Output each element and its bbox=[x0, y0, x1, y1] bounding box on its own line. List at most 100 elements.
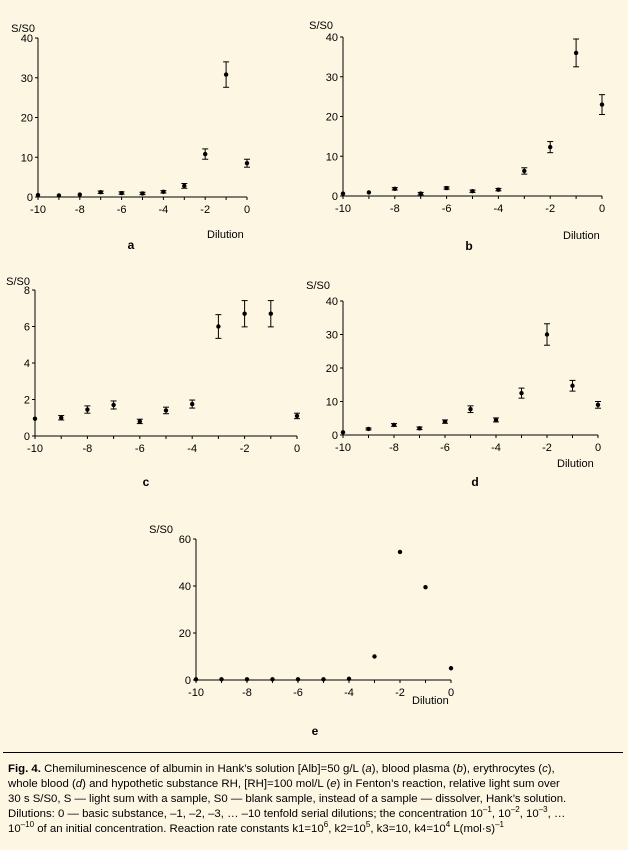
caption-line: 10–10 of an initial concentration. React… bbox=[8, 820, 620, 837]
chart-panel-a: 0 10 20 30 40 -10 -8 -6 -4 -2 0 S/S0 Dilution a bbox=[0, 10, 300, 252]
caption-segment: ), blood plasma ( bbox=[371, 763, 457, 775]
data-point bbox=[366, 426, 371, 432]
data-point bbox=[294, 413, 300, 419]
panel-letter: a bbox=[128, 238, 135, 252]
caption-segment: ) and hypothetic substance RH, [RH]=100 … bbox=[82, 778, 331, 790]
y-axis-title: S/S0 bbox=[6, 276, 30, 288]
panel-letter: d bbox=[471, 475, 478, 489]
data-point bbox=[340, 430, 346, 435]
y-axis-title: S/S0 bbox=[309, 20, 333, 32]
caption-segment: c bbox=[542, 763, 548, 775]
y-tick-label: 40 bbox=[21, 33, 33, 45]
x-tick-label: -8 bbox=[83, 443, 93, 455]
x-tick-label: -4 bbox=[494, 203, 504, 215]
chart-panel-e: 0 20 40 60 -10 -8 -6 -4 -2 0 S/S0 Dilution e bbox=[149, 520, 472, 742]
x-tick-label: -10 bbox=[27, 443, 43, 455]
data-point bbox=[599, 102, 605, 107]
chart-panel-b: 0 10 20 30 40 -10 -8 -6 -4 -2 0 S/S0 Dilution b bbox=[305, 10, 625, 253]
x-tick-label: -4 bbox=[159, 204, 169, 216]
data-point bbox=[111, 402, 116, 408]
y-tick-label: 30 bbox=[326, 330, 338, 342]
data-point bbox=[119, 190, 124, 196]
data-point bbox=[137, 419, 142, 424]
chart-svg-a: 0 10 20 30 40 -10 -8 -6 -4 -2 0 S/S0 Dilution a bbox=[11, 23, 250, 252]
caption-segment: Fig. 4. bbox=[8, 763, 45, 775]
data-point bbox=[98, 190, 103, 195]
x-tick-label: -4 bbox=[344, 687, 354, 699]
x-tick-label: -10 bbox=[335, 203, 351, 215]
caption-divider bbox=[3, 752, 623, 753]
caption-segment: 6 bbox=[323, 820, 329, 830]
x-axis-title: Dilution bbox=[563, 230, 600, 242]
caption-segment: b bbox=[456, 763, 463, 775]
y-tick-label: 20 bbox=[21, 113, 33, 125]
caption-segment: , … bbox=[547, 808, 566, 820]
data-point bbox=[573, 50, 579, 56]
x-tick-label: -6 bbox=[440, 442, 450, 454]
x-tick-label: -2 bbox=[545, 203, 555, 215]
caption-segment: Chemiluminescence of albumin in Hank’s s… bbox=[44, 763, 366, 775]
data-point bbox=[442, 419, 448, 424]
data-point bbox=[366, 190, 372, 195]
data-point bbox=[397, 549, 403, 555]
data-point bbox=[423, 584, 428, 590]
x-tick-label: -2 bbox=[395, 687, 405, 699]
y-tick-label: 8 bbox=[24, 285, 30, 297]
caption-segment: 10 bbox=[8, 823, 21, 835]
y-tick-label: 0 bbox=[185, 675, 191, 687]
y-tick-label: 30 bbox=[326, 72, 338, 84]
y-tick-label: 2 bbox=[24, 395, 30, 407]
caption-segment: e bbox=[330, 778, 337, 790]
caption-segment: –1 bbox=[495, 820, 504, 830]
data-point bbox=[190, 401, 195, 407]
caption-segment: 30 s S/S0, S — light sum with a sample, … bbox=[8, 793, 567, 805]
data-point bbox=[32, 416, 38, 421]
data-point bbox=[140, 191, 145, 196]
data-point bbox=[444, 185, 449, 191]
chart-svg-b: 0 10 20 30 40 -10 -8 -6 -4 -2 0 S/S0 Dilution b bbox=[309, 20, 605, 253]
data-point bbox=[163, 408, 169, 413]
data-point bbox=[392, 186, 397, 192]
data-point bbox=[77, 192, 83, 197]
caption-segment: of an initial concentration. Reaction ra… bbox=[34, 823, 324, 835]
y-axis-title: S/S0 bbox=[149, 524, 173, 536]
x-tick-label: -4 bbox=[491, 442, 501, 454]
caption-segment: ) in Fenton’s reaction, relative light s… bbox=[336, 778, 560, 790]
data-point bbox=[182, 183, 187, 189]
caption-line: Dilutions: 0 — basic substance, –1, –2, … bbox=[8, 805, 620, 822]
data-point bbox=[595, 402, 601, 408]
data-point bbox=[522, 168, 527, 174]
data-point bbox=[548, 144, 553, 150]
caption-segment: L(mol·s) bbox=[450, 823, 496, 835]
data-point bbox=[493, 417, 499, 423]
data-point bbox=[372, 654, 377, 659]
data-point bbox=[295, 677, 301, 682]
data-point bbox=[417, 426, 422, 431]
x-tick-label: -10 bbox=[30, 204, 46, 216]
x-tick-label: -6 bbox=[442, 203, 452, 215]
data-point bbox=[244, 677, 250, 682]
caption-segment: ), bbox=[547, 763, 555, 775]
data-point bbox=[216, 324, 221, 329]
caption-segment: , k2=10 bbox=[328, 823, 366, 835]
y-tick-label: 20 bbox=[326, 112, 338, 124]
y-axis-title: S/S0 bbox=[11, 23, 35, 35]
x-tick-label: -8 bbox=[389, 442, 399, 454]
x-tick-label: -8 bbox=[242, 687, 252, 699]
caption-segment: –1 bbox=[482, 805, 492, 815]
data-point bbox=[321, 677, 326, 682]
data-point bbox=[35, 192, 41, 198]
data-point bbox=[391, 422, 397, 428]
x-tick-label: -2 bbox=[200, 204, 210, 216]
data-point bbox=[448, 666, 454, 671]
panel-letter: e bbox=[312, 724, 319, 738]
x-axis-title: Dilution bbox=[207, 229, 244, 241]
caption-segment: ), erythrocytes ( bbox=[462, 763, 543, 775]
y-axis-title: S/S0 bbox=[306, 280, 330, 292]
chart-svg-c: 0 2 4 6 8 -10 -8 -6 -4 -2 0 S/S0 c bbox=[6, 276, 300, 489]
data-point bbox=[468, 407, 473, 412]
data-point bbox=[219, 677, 224, 682]
y-tick-label: 10 bbox=[326, 151, 338, 163]
caption-segment: , k3=10, k4=10 bbox=[370, 823, 446, 835]
y-tick-label: 40 bbox=[179, 581, 191, 593]
